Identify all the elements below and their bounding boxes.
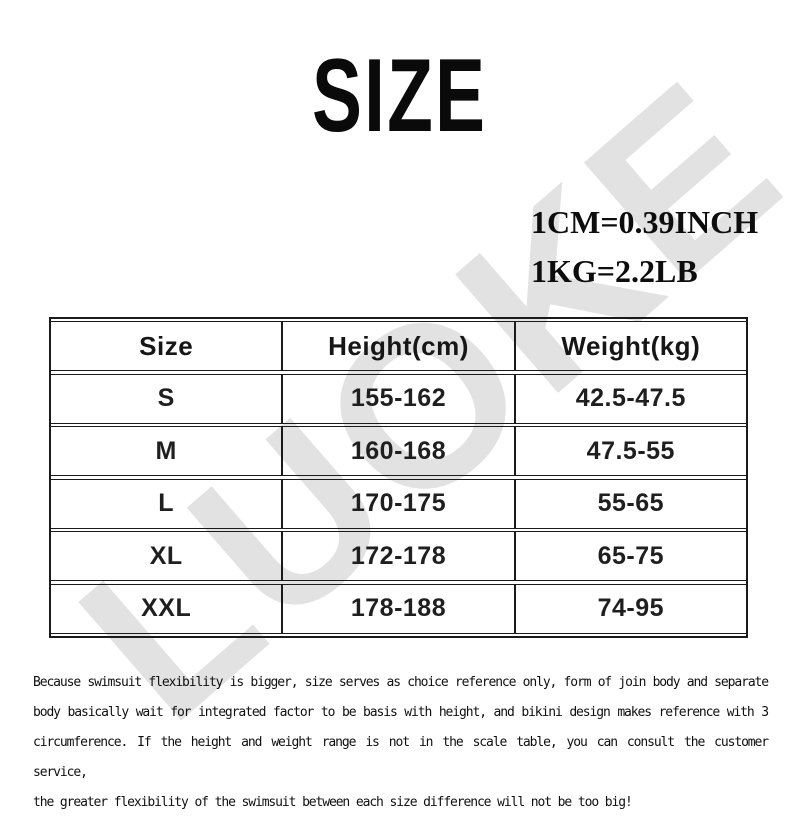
table-row-s: S 155-162 42.5-47.5 xyxy=(51,373,746,424)
column-header-height: Height(cm) xyxy=(281,322,513,370)
cm-to-inch-conversion: 1CM=0.39INCH xyxy=(531,204,759,240)
note-line-2: body basically wait for integrated facto… xyxy=(33,705,769,720)
size-guide: SIZE 1CM=0.39INCH 1KG=2.2LB Size Height(… xyxy=(0,44,800,810)
size-value: L xyxy=(158,489,175,517)
size-chart-table: Size Height(cm) Weight(kg) S 155-162 42.… xyxy=(49,317,748,638)
note-line-3: circumference. If the height and weight … xyxy=(33,735,769,780)
height-value: 170-175 xyxy=(281,479,513,528)
weight-value: 65-75 xyxy=(513,532,746,580)
size-value: XXL xyxy=(141,594,192,622)
height-value: 178-188 xyxy=(281,584,513,633)
height-value: 172-178 xyxy=(281,532,513,580)
weight-value: 74-95 xyxy=(513,584,746,633)
column-header-weight: Weight(kg) xyxy=(513,322,746,370)
size-value: M xyxy=(155,436,177,465)
size-value: S xyxy=(157,384,175,412)
table-row-m: M 160-168 47.5-55 xyxy=(51,426,746,476)
size-value: XL xyxy=(149,541,183,570)
page-title: SIZE xyxy=(312,38,488,154)
note-line-4: the greater flexibility of the swimsuit … xyxy=(33,795,633,810)
column-header-size: Size xyxy=(139,330,194,361)
table-row-xl: XL 172-178 65-75 xyxy=(51,531,746,581)
kg-to-lb-conversion: 1KG=2.2LB xyxy=(531,253,698,289)
unit-conversion: 1CM=0.39INCH 1KG=2.2LB xyxy=(531,198,758,296)
table-row-l: L 170-175 55-65 xyxy=(51,478,746,529)
disclaimer-note: Because swimsuit flexibility is bigger, … xyxy=(33,668,769,818)
height-value: 155-162 xyxy=(281,374,513,423)
weight-value: 42.5-47.5 xyxy=(513,374,746,423)
weight-value: 55-65 xyxy=(513,479,746,528)
height-value: 160-168 xyxy=(281,427,513,475)
page-title-wrap: SIZE xyxy=(0,44,800,148)
weight-value: 47.5-55 xyxy=(513,427,746,475)
table-row-xxl: XXL 178-188 74-95 xyxy=(51,583,746,634)
note-line-1: Because swimsuit flexibility is bigger, … xyxy=(33,675,769,690)
table-header-row: Size Height(cm) Weight(kg) xyxy=(51,321,746,371)
